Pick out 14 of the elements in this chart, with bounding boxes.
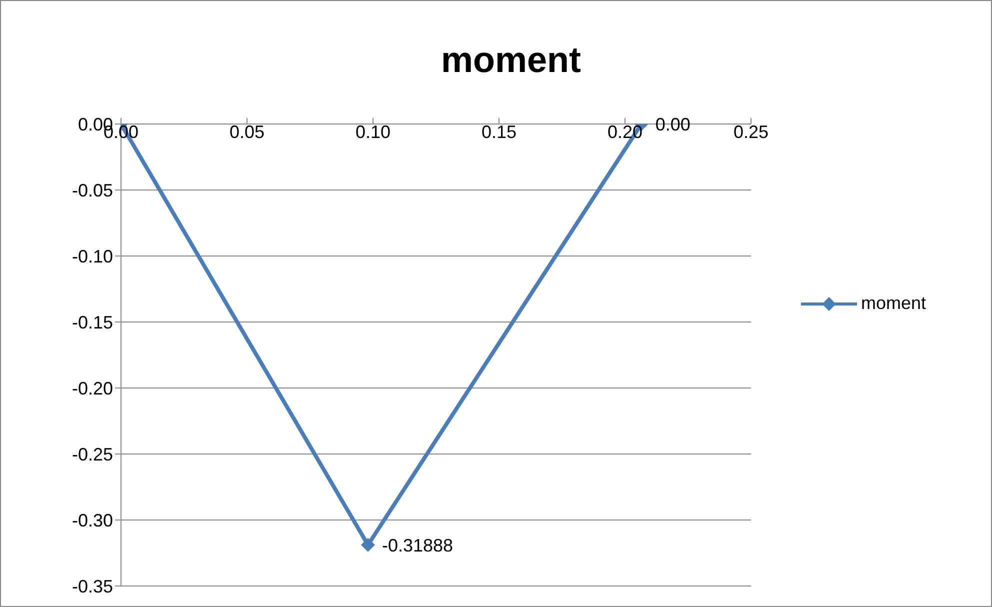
chart-title: moment xyxy=(440,39,582,81)
legend-label: moment xyxy=(861,293,926,314)
y-tick-label: -0.35 xyxy=(72,576,113,596)
y-tick-label: -0.10 xyxy=(72,246,113,266)
y-tick-label: -0.20 xyxy=(72,378,113,398)
data-label: -0.31888 xyxy=(382,535,454,556)
x-tick-label: 0.05 xyxy=(229,122,265,142)
x-tick-label: 0.10 xyxy=(355,122,391,142)
y-tick-label: -0.15 xyxy=(72,312,113,332)
x-tick-label: 0.15 xyxy=(481,122,517,142)
y-tick-label: -0.30 xyxy=(72,510,113,530)
y-tick-label: -0.25 xyxy=(72,444,113,464)
x-tick-label: 0.25 xyxy=(733,122,769,142)
y-tick-label: -0.05 xyxy=(72,180,113,200)
